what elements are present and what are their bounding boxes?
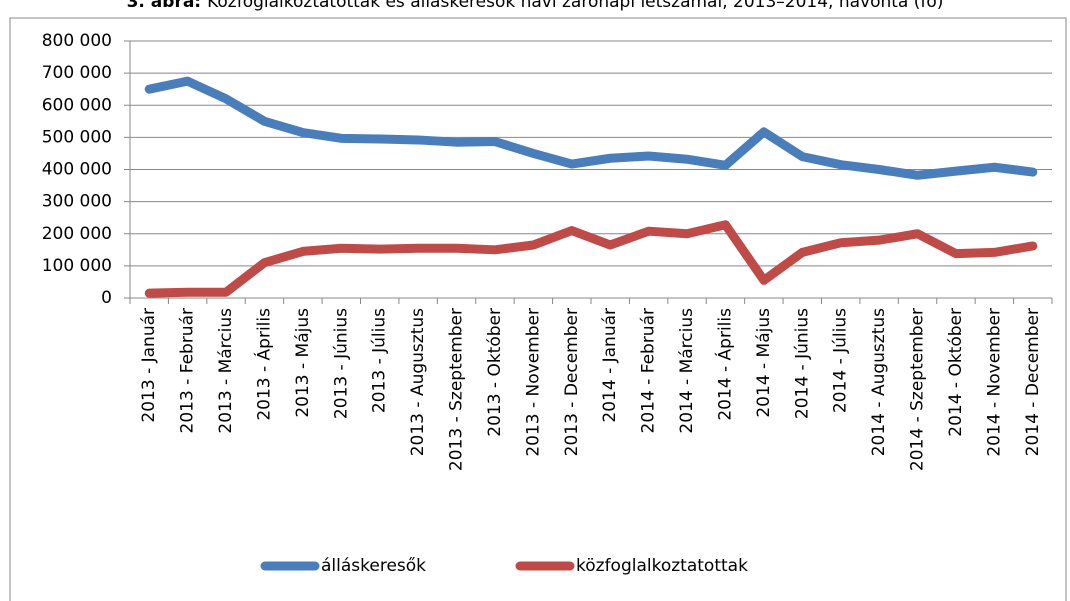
x-tick-label: 2013 - Április [252, 308, 274, 421]
x-tick-label: 2014 - November [984, 308, 1004, 457]
x-tick-label: 2014 - December [1023, 308, 1043, 456]
x-tick-label: 2014 - Április [713, 308, 735, 421]
x-tick-label: 2013 - December [562, 308, 582, 456]
y-tick-label: 500 000 [42, 127, 112, 147]
y-tick-label: 800 000 [42, 31, 112, 51]
legend-label: álláskeresők [321, 556, 426, 576]
series-line [144, 220, 1038, 298]
x-tick-label: 2013 - Június [331, 308, 351, 419]
x-tick-label: 2013 - Október [485, 308, 505, 437]
y-tick-label: 400 000 [42, 160, 112, 180]
x-tick-label: 2014 - Május [754, 308, 774, 418]
x-tick-label: 2013 - Július [370, 308, 390, 413]
chart-title-wrap: 3. ábra: Közfoglalkoztatottak és állásker… [127, 0, 944, 12]
x-tick-label: 2014 - Szeptember [908, 308, 928, 471]
y-tick-label: 300 000 [42, 192, 112, 212]
legend-label: közfoglalkoztatottak [576, 556, 748, 576]
y-tick-label: 600 000 [42, 95, 112, 115]
x-tick-label: 2014 - Július [831, 308, 851, 413]
x-tick-label: 2013 - Május [293, 308, 313, 418]
x-tick-label: 2014 - Június [792, 308, 812, 419]
y-tick-label: 0 [101, 288, 112, 308]
series-line [144, 76, 1038, 180]
chart-frame [9, 17, 1067, 601]
x-tick-label: 2013 - November [523, 308, 543, 457]
x-tick-label: 2013 - Szeptember [447, 308, 467, 471]
x-tick-label: 2014 - Január [600, 308, 620, 423]
x-tick-label: 2013 - Január [139, 308, 159, 423]
x-tick-label: 2014 - Február [639, 308, 659, 433]
x-tick-label: 2014 - Március [677, 308, 697, 434]
x-tick-label: 2014 - Október [946, 308, 966, 437]
y-tick-label: 100 000 [42, 256, 112, 276]
figure-label: 3. ábra: [127, 0, 202, 12]
chart-title: Közfoglalkoztatottak és álláskeresők hav… [207, 0, 943, 12]
y-tick-label: 200 000 [42, 224, 112, 244]
x-tick-label: 2014 - Augusztus [869, 308, 889, 456]
x-tick-label: 2013 - Augusztus [408, 308, 428, 456]
x-tick-label: 2013 - Február [178, 308, 198, 433]
x-tick-label: 2013 - Március [216, 308, 236, 434]
y-tick-label: 700 000 [42, 63, 112, 83]
